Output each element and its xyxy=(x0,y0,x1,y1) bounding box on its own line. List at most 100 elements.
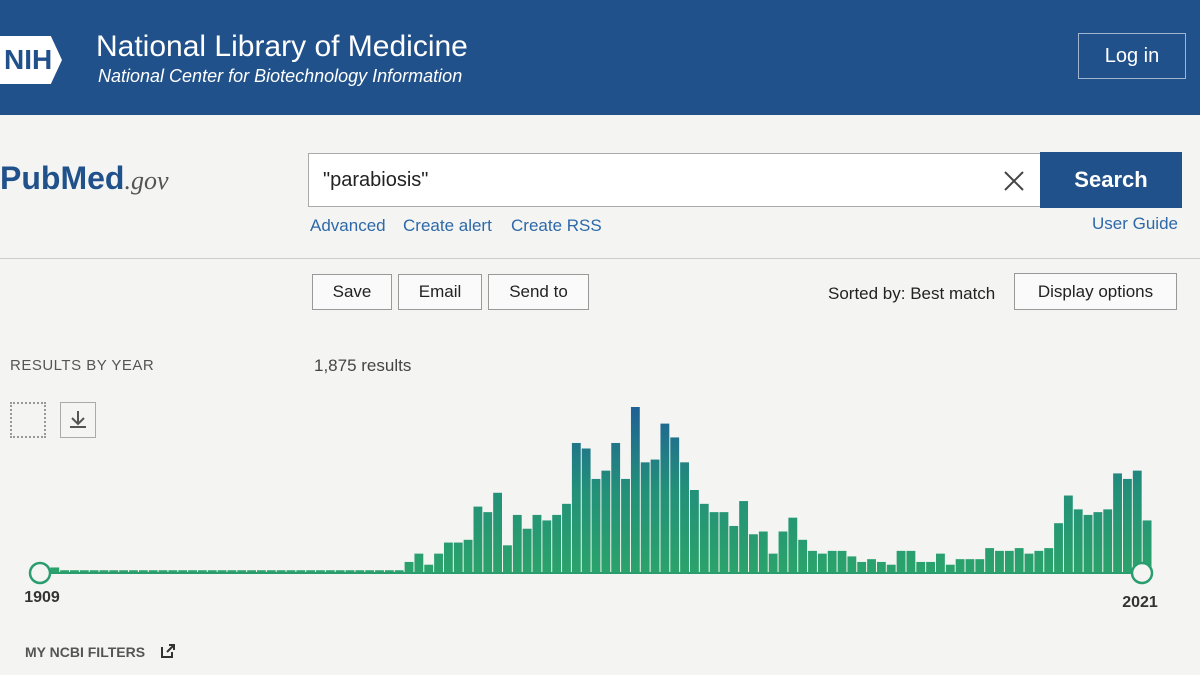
range-handle-end[interactable] xyxy=(1130,561,1154,585)
year-bar xyxy=(916,561,926,573)
year-bar xyxy=(483,512,493,573)
site-subtitle: National Center for Biotechnology Inform… xyxy=(98,66,463,86)
range-handle-start[interactable] xyxy=(28,561,52,585)
year-bar xyxy=(670,437,680,573)
pubmed-logo[interactable]: PubMed.gov xyxy=(0,160,168,197)
nih-badge[interactable]: NIH xyxy=(0,36,62,84)
year-bar xyxy=(119,570,129,573)
year-bar xyxy=(808,550,817,573)
year-bar xyxy=(532,514,542,573)
year-bar xyxy=(906,550,916,573)
year-bar xyxy=(1054,523,1063,573)
year-bar xyxy=(453,542,463,573)
year-bar xyxy=(542,520,552,573)
year-bar xyxy=(1083,514,1093,573)
year-bar xyxy=(99,570,109,573)
year-bar xyxy=(1034,550,1044,573)
year-bar xyxy=(936,553,945,573)
year-bar xyxy=(129,570,138,573)
year-bar xyxy=(1142,520,1152,573)
save-button[interactable]: Save xyxy=(312,274,392,310)
year-bar xyxy=(266,570,276,573)
year-bar xyxy=(355,570,365,573)
year-bar xyxy=(562,503,571,573)
year-bar xyxy=(926,561,936,573)
year-bar xyxy=(89,570,99,573)
year-bar xyxy=(148,570,158,573)
year-bar xyxy=(817,553,827,573)
year-bar xyxy=(660,423,670,573)
search-input[interactable]: "parabiosis" xyxy=(308,153,1042,207)
year-bar xyxy=(79,570,89,573)
year-bar xyxy=(316,570,325,573)
year-bar xyxy=(1093,512,1103,573)
year-bar xyxy=(443,542,453,573)
advanced-link[interactable]: Advanced xyxy=(310,216,386,235)
sort-label[interactable]: Sorted by: Best match xyxy=(828,284,996,303)
year-bar xyxy=(384,570,394,573)
results-count: 1,875 results xyxy=(314,356,412,375)
year-bar xyxy=(522,528,532,573)
year-bar xyxy=(739,501,749,573)
results-by-year-heading: RESULTS BY YEAR xyxy=(10,357,155,374)
collapse-button[interactable] xyxy=(10,402,46,438)
year-bar xyxy=(876,561,886,573)
year-bar xyxy=(286,570,296,573)
year-bar xyxy=(689,490,699,573)
year-bar xyxy=(434,553,443,573)
display-options-button[interactable]: Display options xyxy=(1014,273,1177,310)
email-button[interactable]: Email xyxy=(398,274,482,310)
year-bar xyxy=(207,570,217,573)
year-bar xyxy=(591,478,601,573)
year-bar xyxy=(699,503,709,573)
year-bar xyxy=(158,570,168,573)
year-bar xyxy=(847,556,857,573)
year-bar xyxy=(1014,548,1024,573)
year-bar xyxy=(798,539,808,573)
clear-icon[interactable] xyxy=(1003,170,1025,192)
year-bar xyxy=(975,559,985,573)
year-bar xyxy=(463,539,473,573)
year-bar xyxy=(345,570,355,573)
year-bar xyxy=(197,570,207,573)
year-bar xyxy=(601,470,611,573)
year-bar xyxy=(296,570,306,573)
search-query: "parabiosis" xyxy=(323,169,429,191)
year-bar xyxy=(237,570,247,573)
year-bar xyxy=(493,492,503,573)
year-bar xyxy=(365,570,375,573)
year-bar xyxy=(552,514,562,573)
year-bar xyxy=(709,512,719,573)
login-button[interactable]: Log in xyxy=(1078,33,1186,79)
send-to-button[interactable]: Send to xyxy=(488,274,589,310)
year-bar xyxy=(247,570,256,573)
year-bar xyxy=(188,570,197,573)
download-button[interactable] xyxy=(60,402,96,438)
filters-heading[interactable]: MY NCBI FILTERS xyxy=(25,644,146,660)
year-bar xyxy=(867,559,876,573)
year-bar xyxy=(896,550,906,573)
brand-pub: Pub xyxy=(0,160,61,196)
year-bar xyxy=(1004,550,1014,573)
brand-gov: .gov xyxy=(124,166,169,195)
year-bar xyxy=(50,567,60,573)
year-bar xyxy=(256,570,266,573)
search-button[interactable]: Search xyxy=(1040,152,1182,208)
year-bar xyxy=(837,550,847,573)
create-alert-link[interactable]: Create alert xyxy=(403,216,492,235)
year-bar xyxy=(955,559,965,573)
year-bar xyxy=(719,512,729,573)
year-bar xyxy=(70,570,79,573)
year-bar xyxy=(424,564,434,573)
year-bar xyxy=(581,448,591,573)
year-histogram: 1909 2021 xyxy=(24,407,1158,611)
year-bar xyxy=(414,553,424,573)
year-bar xyxy=(512,514,522,573)
year-bar xyxy=(60,570,70,573)
year-bar xyxy=(945,564,955,573)
header: NIH National Library of Medicine Nationa… xyxy=(0,0,1200,115)
user-guide-link[interactable]: User Guide xyxy=(1092,214,1178,233)
year-bar xyxy=(611,442,621,573)
create-rss-link[interactable]: Create RSS xyxy=(511,216,602,235)
year-bar xyxy=(857,561,867,573)
